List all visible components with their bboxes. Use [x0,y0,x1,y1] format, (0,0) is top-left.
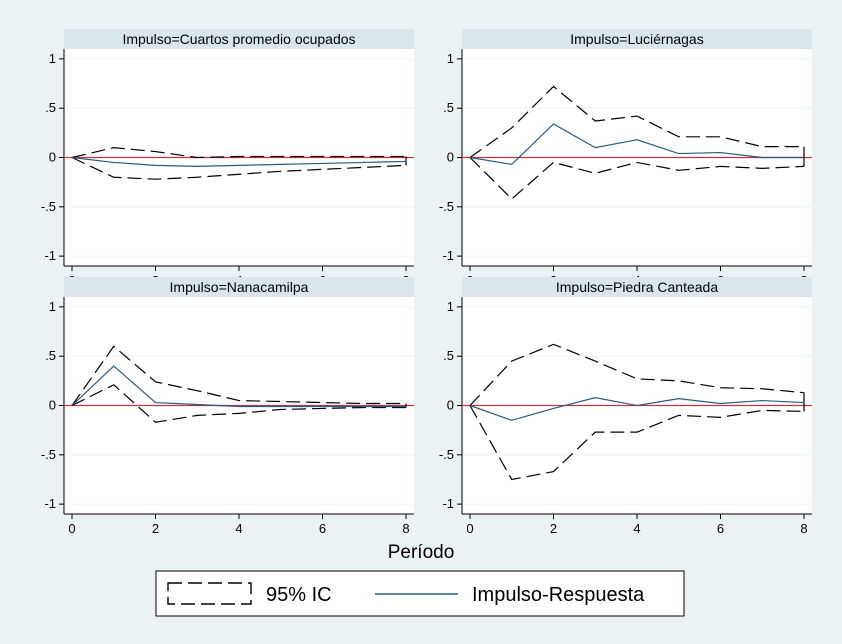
x-tick-label: 4 [633,521,640,536]
x-tick-label: 8 [402,521,409,536]
y-tick-label: -1 [442,248,454,263]
panel-background [64,29,414,266]
x-tick-label: 8 [800,521,807,536]
x-tick-label: 2 [550,521,557,536]
panel-strip [462,29,812,49]
panel-title: Impulso=Cuartos promedio ocupados [122,31,355,47]
ci-upper-line [71,345,406,406]
y-tick-label: .5 [45,100,56,115]
x-tick-label: 6 [319,521,326,536]
y-tick-label: -.5 [439,447,454,462]
y-tick-label: 1 [447,299,454,314]
ci-lower-line [469,405,805,481]
panel-1: Impulso=Cuartos promedio ocupados 1 .5 0 -.5… [41,29,414,288]
panel-background [462,29,812,266]
panel-background [462,277,812,514]
ci-upper-line [71,147,406,159]
ci-lower-line [71,156,407,180]
y-tick-label: 1 [447,51,454,66]
panel-strip [64,277,414,297]
irf-line [71,365,406,408]
y-tick-label: 1 [49,299,56,314]
y-tick-label: .5 [45,348,56,363]
panel-title: Impulso=Luciérnagas [570,31,703,47]
panels: Impulso=Cuartos promedio ocupados 1 .5 0 -.5… [41,29,812,536]
y-tick-label: 0 [447,150,454,165]
y-tick-label: -1 [44,248,56,263]
ci-upper-line [469,85,804,158]
panel-background [64,277,414,514]
y-tick-label: .5 [443,100,454,115]
irf-line [469,396,805,421]
y-tick-label: -1 [44,496,56,511]
panel-3: Impulso=Nanacamilpa 1 .5 0 -.5 -1 0 2 4 6 8 [41,277,414,536]
panel-strip [462,277,812,297]
y-tick-label: -.5 [41,447,56,462]
ci-upper-line [469,343,805,406]
y-tick-label: -1 [442,496,454,511]
y-tick-label: 1 [49,51,56,66]
ci-lower-line [469,157,805,200]
legend-ci-label: 95% IC [266,584,332,606]
panel-title: Impulso=Piedra Canteada [556,279,718,295]
ci-lower-line [71,384,406,423]
x-tick-label: 2 [152,521,159,536]
x-tick-label: 4 [235,521,242,536]
panel-strip [64,29,414,49]
irf-line [469,123,804,166]
legend-irf-label: Impulso-Respuesta [472,584,645,606]
y-tick-label: -.5 [41,199,56,214]
y-tick-label: 0 [49,150,56,165]
y-tick-label: -.5 [439,199,454,214]
legend: 95% IC Impulso-Respuesta [155,570,685,617]
panel-4: Impulso=Piedra Canteada 1 .5 0 -.5 -1 0 2 4 6 8 [439,277,812,536]
x-tick-label: 6 [717,521,724,536]
x-axis-title: Período [388,542,455,563]
x-tick-label: 0 [68,521,75,536]
y-tick-label: .5 [443,348,454,363]
x-tick-label: 0 [466,521,473,536]
legend-ci-swatch [167,582,252,605]
y-tick-label: 0 [447,398,454,413]
irf-line [71,156,407,167]
y-tick-label: 0 [49,398,56,413]
panel-title: Impulso=Nanacamilpa [170,279,309,295]
